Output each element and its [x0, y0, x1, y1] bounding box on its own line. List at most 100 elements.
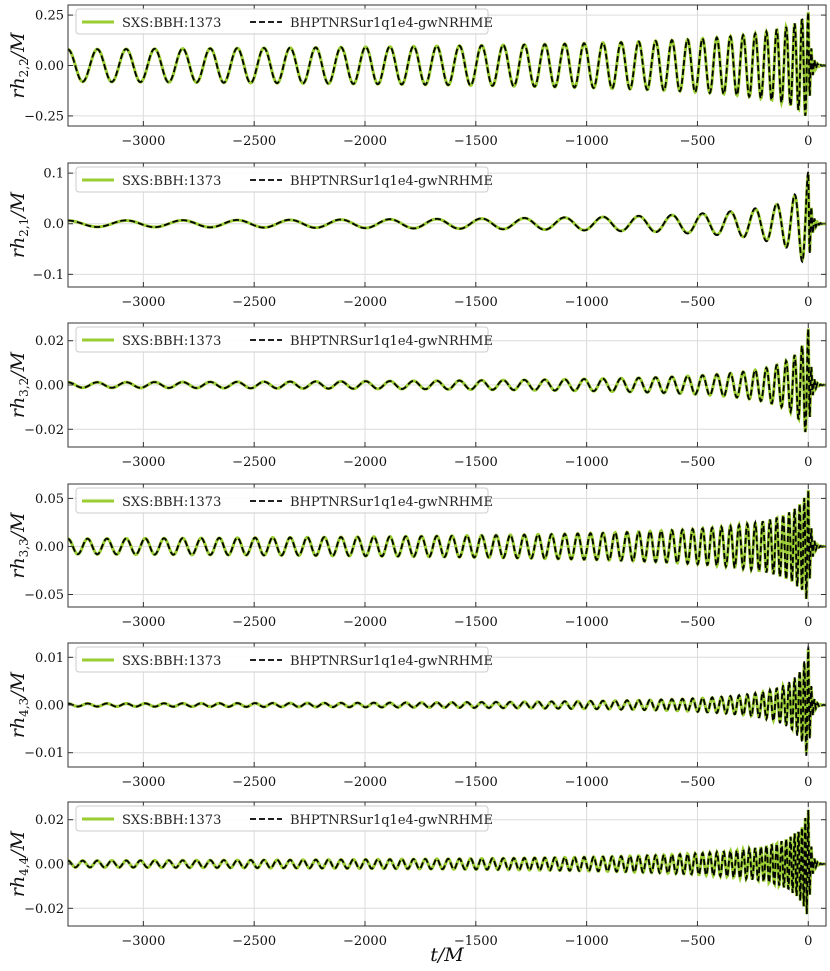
x-tick-label: −1500 — [454, 775, 498, 790]
x-tick-label: −1500 — [454, 455, 498, 470]
x-axis-label: t/M — [430, 944, 464, 966]
y-tick-label: 0.00 — [35, 379, 64, 394]
y-tick-label: −0.02 — [24, 423, 64, 438]
x-tick-label: −2000 — [343, 295, 387, 310]
y-tick-label: 0.02 — [35, 334, 64, 349]
y-tick-label: −0.01 — [24, 746, 64, 761]
y-axis-label: rh4,4/M — [7, 830, 31, 897]
y-axis-label: rh2,2/M — [7, 32, 31, 99]
legend: SXS:BBH:1373 BHPTNRSur1q1e4-gwNRHME — [75, 805, 493, 832]
y-tick-label: 0.00 — [35, 858, 64, 873]
panel-2: −3000 −2500 −2000 −1500 −1000 −500 0 −0.1 0.0 0.1… — [7, 162, 827, 310]
x-tick-label: 0 — [804, 134, 812, 149]
x-tick-label: −2500 — [232, 295, 276, 310]
y-tick-label: −0.02 — [24, 902, 64, 917]
x-tick-label: 0 — [804, 775, 812, 790]
panel-5: −3000 −2500 −2000 −1500 −1000 −500 0 −0.01 0.00 0… — [7, 642, 827, 790]
x-tick-label: −2000 — [343, 134, 387, 149]
series-line-model — [68, 490, 826, 600]
y-tick-label: 0.1 — [43, 167, 64, 182]
x-tick-label: −500 — [680, 775, 716, 790]
legend-label: BHPTNRSur1q1e4-gwNRHME — [290, 16, 493, 31]
y-tick-label: 0.01 — [35, 651, 64, 666]
axes-frame — [67, 483, 827, 608]
x-tick-label: −500 — [680, 295, 716, 310]
x-tick-label: −1500 — [454, 134, 498, 149]
x-tick-label: −2000 — [343, 934, 387, 949]
x-tick-label: −1500 — [454, 295, 498, 310]
x-tick-label: −1000 — [565, 775, 609, 790]
x-tick-label: 0 — [804, 455, 812, 470]
x-tick-label: −2500 — [232, 134, 276, 149]
y-tick-label: −0.1 — [32, 268, 64, 283]
x-tick-label: −500 — [680, 934, 716, 949]
legend-label: SXS:BBH:1373 — [122, 495, 221, 510]
series-line-model — [68, 646, 826, 756]
legend-label: BHPTNRSur1q1e4-gwNRHME — [290, 813, 493, 828]
x-tick-label: −1000 — [565, 455, 609, 470]
legend: SXS:BBH:1373 BHPTNRSur1q1e4-gwNRHME — [75, 326, 493, 353]
legend-label: SXS:BBH:1373 — [122, 813, 221, 828]
x-tick-label: −1000 — [565, 934, 609, 949]
y-tick-label: −0.25 — [24, 109, 64, 124]
y-tick-label: 0.05 — [35, 492, 64, 507]
x-tick-label: −3000 — [121, 134, 165, 149]
x-tick-label: −1500 — [454, 615, 498, 630]
panel-4: −3000 −2500 −2000 −1500 −1000 −500 0 −0.05 0.00 0… — [7, 483, 827, 630]
x-tick-label: −3000 — [121, 934, 165, 949]
legend-label: SXS:BBH:1373 — [122, 16, 221, 31]
legend: SXS:BBH:1373 BHPTNRSur1q1e4-gwNRHME — [75, 166, 493, 193]
x-tick-label: −2500 — [232, 615, 276, 630]
y-axis-label: rh3,2/M — [7, 351, 31, 418]
series-line-model — [68, 810, 826, 915]
y-axis-label: rh4,3/M — [7, 671, 31, 738]
legend-label: SXS:BBH:1373 — [122, 334, 221, 349]
series-line-model — [68, 328, 826, 433]
x-tick-label: 0 — [804, 615, 812, 630]
x-tick-label: −500 — [680, 134, 716, 149]
legend-label: BHPTNRSur1q1e4-gwNRHME — [290, 495, 493, 510]
x-tick-label: −2500 — [232, 455, 276, 470]
y-tick-label: 0.0 — [43, 217, 64, 232]
panel-6: −3000 −2500 −2000 −1500 −1000 −500 0 −0.02 0.00 0… — [7, 801, 827, 949]
legend-label: SXS:BBH:1373 — [122, 654, 221, 669]
y-axis-label: rh2,1/M — [7, 191, 31, 258]
x-tick-label: −2000 — [343, 615, 387, 630]
x-tick-label: −3000 — [121, 455, 165, 470]
y-tick-label: 0.00 — [35, 59, 64, 74]
x-tick-label: −3000 — [121, 615, 165, 630]
y-tick-label: −0.05 — [24, 588, 64, 603]
panel-3: −3000 −2500 −2000 −1500 −1000 −500 0 −0.02 0.00 0… — [7, 322, 827, 470]
legend-label: BHPTNRSur1q1e4-gwNRHME — [290, 174, 493, 189]
series-line-model — [68, 171, 826, 264]
x-tick-label: −500 — [680, 615, 716, 630]
x-tick-label: −500 — [680, 455, 716, 470]
x-tick-label: −2500 — [232, 775, 276, 790]
x-tick-label: −2000 — [343, 775, 387, 790]
legend: SXS:BBH:1373 BHPTNRSur1q1e4-gwNRHME — [75, 646, 493, 673]
y-tick-label: 0.25 — [35, 9, 64, 24]
axes-frame — [67, 162, 827, 288]
y-axis-label: rh3,3/M — [7, 512, 31, 579]
x-tick-label: −1500 — [454, 934, 498, 949]
x-tick-label: −1000 — [565, 134, 609, 149]
y-tick-label: 0.00 — [35, 540, 64, 555]
legend-label: BHPTNRSur1q1e4-gwNRHME — [290, 654, 493, 669]
x-tick-label: 0 — [804, 934, 812, 949]
legend-label: SXS:BBH:1373 — [122, 174, 221, 189]
y-tick-label: 0.02 — [35, 813, 64, 828]
legend: SXS:BBH:1373 BHPTNRSur1q1e4-gwNRHME — [75, 8, 493, 35]
x-tick-label: −1000 — [565, 295, 609, 310]
x-tick-label: 0 — [804, 295, 812, 310]
x-tick-label: −3000 — [121, 775, 165, 790]
x-tick-label: −2500 — [232, 934, 276, 949]
x-tick-label: −1000 — [565, 615, 609, 630]
y-tick-label: 0.00 — [35, 699, 64, 714]
series-line-model — [68, 12, 826, 116]
x-tick-label: −3000 — [121, 295, 165, 310]
legend: SXS:BBH:1373 BHPTNRSur1q1e4-gwNRHME — [75, 487, 493, 514]
legend-label: BHPTNRSur1q1e4-gwNRHME — [290, 334, 493, 349]
panel-1: −3000 −2500 −2000 −1500 −1000 −500 0 −0.25 0.00 0… — [7, 4, 827, 149]
x-tick-label: −2000 — [343, 455, 387, 470]
